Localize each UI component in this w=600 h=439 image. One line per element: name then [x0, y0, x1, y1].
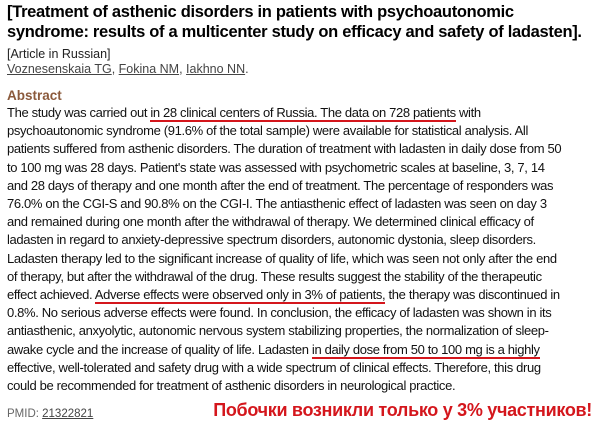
- abstract-line: awake cycle and the increase of quality …: [7, 341, 596, 359]
- abstract-line: and 28 days of therapy and one month aft…: [7, 177, 596, 195]
- abstract-text-segment: could be recommended for treatment of as…: [7, 378, 456, 394]
- article: [Treatment of asthenic disorders in pati…: [7, 3, 596, 421]
- pmid-label: PMID:: [7, 408, 43, 421]
- author-separator: ,: [111, 62, 119, 76]
- abstract-line: 0.8%. No serious adverse effects were fo…: [7, 304, 596, 322]
- abstract-text-segment: effect achieved.: [7, 287, 95, 303]
- abstract-text-segment: the therapy was discontinued in: [385, 287, 561, 303]
- author-link[interactable]: Iakhno NN: [186, 62, 246, 76]
- author-link[interactable]: Fokina NM: [118, 62, 180, 76]
- abstract-line: effective, well-tolerated and safety dru…: [7, 359, 596, 377]
- abstract-line: 76.0% on the CGI-S and 90.8% on the CGI-…: [7, 195, 596, 213]
- annotation-caption: Побочки возникли только у 3% участников!: [213, 400, 592, 421]
- article-title: [Treatment of asthenic disorders in pati…: [7, 3, 582, 41]
- abstract-line: effect achieved. Adverse effects were ob…: [7, 286, 596, 305]
- language-note: [Article in Russian]: [7, 47, 111, 61]
- abstract-line: Ladasten therapy led to the significant …: [7, 250, 596, 268]
- abstract-text-segment: patients suffered from asthenic disorder…: [7, 141, 562, 157]
- abstract-text-segment: The study was carried out: [7, 105, 151, 120]
- abstract-text-segment: to 100 mg was 28 days. Patient's state w…: [7, 159, 545, 175]
- abstract-line: and remained during one month after the …: [7, 213, 596, 231]
- author-end: .: [245, 62, 249, 76]
- abstract-heading: Abstract: [7, 88, 62, 103]
- abstract-text-segment: ladasten in regard to anxiety-depressive…: [7, 232, 536, 248]
- abstract-line: The study was carried out in 28 clinical…: [7, 104, 596, 122]
- abstract-text-segment: effective, well-tolerated and safety dru…: [7, 359, 541, 375]
- footer-row: PMID: 21322821 Побочки возникли только у…: [7, 399, 596, 421]
- abstract-text: The study was carried out in 28 clinical…: [7, 104, 596, 395]
- abstract-line: antiasthenic, anxyolytic, autonomic nerv…: [7, 322, 596, 340]
- red-underline-highlight: Adverse effects were observed only in 3%…: [94, 287, 386, 305]
- red-underline-highlight: in 28 clinical centers of Russia. The da…: [150, 105, 456, 122]
- author-list: Voznesenskaia TG, Fokina NM, Iakhno NN.: [7, 62, 596, 77]
- pmid-link[interactable]: 21322821: [42, 408, 94, 421]
- abstract-text-segment: with: [455, 105, 481, 120]
- abstract-line: could be recommended for treatment of as…: [7, 377, 596, 395]
- abstract-text-segment: and 28 days of therapy and one month aft…: [7, 177, 554, 193]
- abstract-text-segment: psychoautonomic syndrome (91.6% of the t…: [7, 123, 528, 139]
- abstract-text-segment: of therapy, but after the withdrawal of …: [7, 268, 542, 284]
- red-underline-highlight: in daily dose from 50 to 100 mg is a hig…: [311, 341, 540, 359]
- abstract-line: to 100 mg was 28 days. Patient's state w…: [7, 159, 596, 177]
- abstract-text-segment: awake cycle and the increase of quality …: [7, 341, 312, 357]
- abstract-line: psychoautonomic syndrome (91.6% of the t…: [7, 122, 596, 140]
- abstract-text-segment: 0.8%. No serious adverse effects were fo…: [7, 305, 552, 321]
- abstract-text-segment: 76.0% on the CGI-S and 90.8% on the CGI-…: [7, 196, 547, 212]
- pmid: PMID: 21322821: [7, 407, 93, 421]
- author-link[interactable]: Voznesenskaia TG: [7, 62, 112, 76]
- abstract-line: patients suffered from asthenic disorder…: [7, 140, 596, 158]
- abstract-text-segment: and remained during one month after the …: [7, 214, 534, 230]
- abstract-line: ladasten in regard to anxiety-depressive…: [7, 231, 596, 249]
- abstract-line: of therapy, but after the withdrawal of …: [7, 268, 596, 286]
- author-separator: ,: [179, 62, 187, 76]
- abstract-text-segment: antiasthenic, anxyolytic, autonomic nerv…: [7, 323, 549, 339]
- abstract-text-segment: Ladasten therapy led to the significant …: [7, 250, 557, 266]
